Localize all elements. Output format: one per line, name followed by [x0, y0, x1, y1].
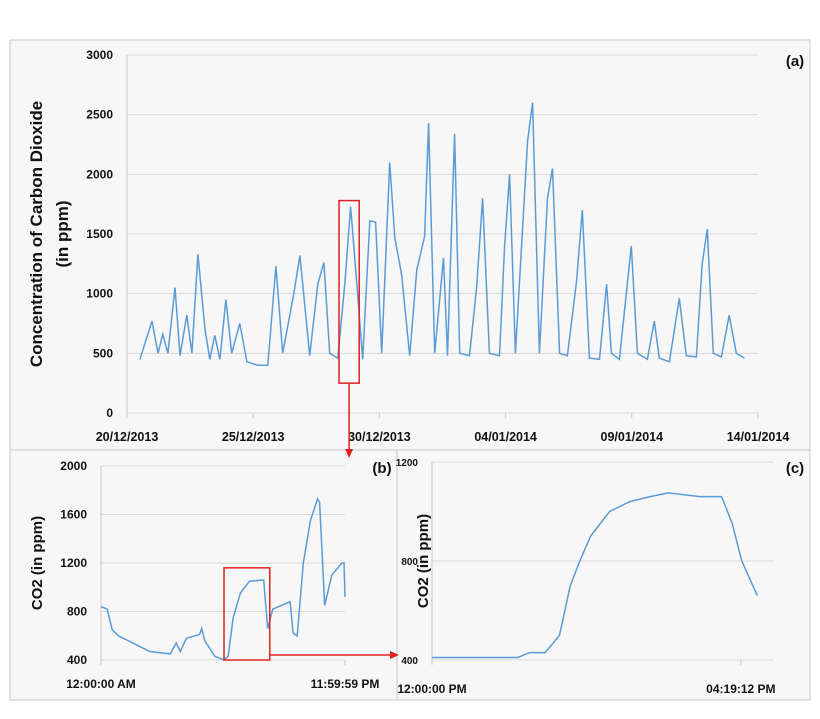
co2-series-line — [100, 496, 346, 661]
arrow-head — [390, 651, 399, 659]
y-axis-title: CO2 (in ppm) — [29, 516, 46, 610]
x-tick-label: 25/12/2013 — [222, 430, 285, 444]
zoom-highlight-box — [223, 567, 271, 661]
panel-c: 400 800 1200 12:00:00 PM 04:19:12 PM (c) CO2 (… — [396, 458, 804, 696]
x-tick-label: 12:00:00 PM — [397, 682, 466, 696]
y-tick-label: 1500 — [86, 227, 113, 241]
x-tick-label: 04/01/2014 — [474, 430, 537, 444]
x-tick-label: 14/01/2014 — [727, 430, 790, 444]
y-tick-label: 2000 — [86, 167, 113, 181]
co2-series-line — [432, 492, 758, 659]
y-tick-label: 2500 — [86, 108, 113, 122]
x-tick-label: 04:19:12 PM — [706, 682, 775, 696]
panel-b: 400 800 1200 1600 2000 12:00:00 AM 11:59:59 PM… — [29, 459, 392, 691]
y-tick-label: 400 — [67, 653, 87, 667]
y-tick-label: 1600 — [60, 508, 87, 522]
x-tick-label: 11:59:59 PM — [311, 677, 380, 691]
zoom-arrows — [269, 383, 399, 659]
y-axis-title-unit: (in ppm) — [53, 200, 72, 267]
x-tick-label: 12:00:00 AM — [66, 677, 136, 691]
x-tick-label: 30/12/2013 — [348, 430, 411, 444]
panel-label: (c) — [786, 460, 804, 477]
y-axis-title: Concentration of Carbon Dioxide — [27, 101, 46, 367]
panel-label: (b) — [372, 460, 391, 477]
y-tick-label: 500 — [93, 346, 113, 360]
x-tick-label: 20/12/2013 — [96, 430, 159, 444]
arrow-head — [345, 449, 354, 458]
y-tick-label: 2000 — [60, 459, 87, 473]
y-tick-label: 1200 — [396, 458, 419, 469]
panel-a: 0 500 1000 1500 2000 2500 3000 20/12/2013 25/12/… — [27, 48, 804, 444]
panel-a-frame — [9, 39, 811, 451]
x-tick-label: 09/01/2014 — [601, 430, 664, 444]
panel-c-frame — [396, 449, 811, 701]
y-tick-label: 400 — [401, 656, 418, 667]
panel-label: (a) — [786, 53, 804, 70]
y-tick-label: 800 — [401, 557, 418, 568]
y-tick-label: 3000 — [86, 48, 113, 62]
y-tick-label: 0 — [106, 406, 113, 420]
co2-series-line — [139, 102, 745, 367]
y-tick-label: 800 — [67, 605, 87, 619]
y-tick-label: 1000 — [86, 287, 113, 301]
y-axis-title: CO2 (in ppm) — [415, 514, 432, 608]
y-tick-label: 1200 — [60, 556, 87, 570]
